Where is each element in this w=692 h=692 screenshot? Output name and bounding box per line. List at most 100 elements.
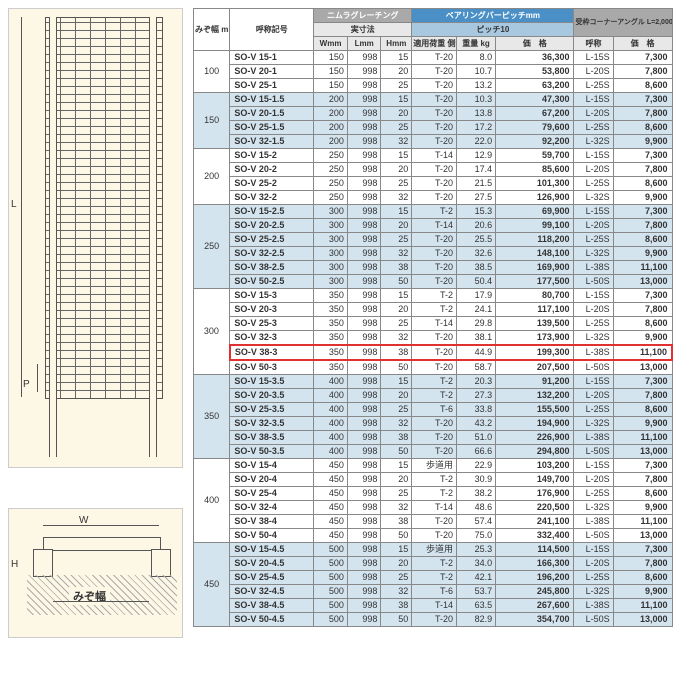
cell-kg: 17.2 [456,121,495,135]
cell-price: 117,100 [496,303,574,317]
cell-l: 998 [347,445,381,459]
cell-l: 998 [347,107,381,121]
cell-model: SO-V 20-1 [230,65,314,79]
spec-table: みぞ幅 mm 呼称記号 ニムラグレーチング ベアリングバーピッチmm 受枠コーナ… [193,8,673,627]
cell-l: 998 [347,403,381,417]
cell-load: T-14 [412,317,457,331]
cell-w: 350 [314,289,348,303]
cell-w: 350 [314,360,348,375]
cell-price: 92,200 [496,135,574,149]
cell-cprice: 9,900 [613,247,672,261]
cell-h: 38 [381,431,412,445]
cell-cprice: 7,800 [613,219,672,233]
cell-l: 998 [347,163,381,177]
cell-code: L-20S [574,557,613,571]
cell-w: 200 [314,93,348,107]
cell-h: 20 [381,107,412,121]
cell-cprice: 8,600 [613,317,672,331]
cell-load: T-20 [412,360,457,375]
cell-w: 350 [314,317,348,331]
cell-price: 99,100 [496,219,574,233]
cell-load: T-20 [412,417,457,431]
cell-cprice: 7,300 [613,459,672,473]
cell-w: 450 [314,501,348,515]
cell-load: 歩道用 [412,459,457,473]
cell-cprice: 8,600 [613,177,672,191]
cell-load: T-20 [412,191,457,205]
cell-l: 998 [347,459,381,473]
cell-w: 200 [314,121,348,135]
cell-code: L-38S [574,515,613,529]
cell-price: 332,400 [496,529,574,543]
cell-price: 118,200 [496,233,574,247]
cell-code: L-20S [574,163,613,177]
spec-table-wrap: みぞ幅 mm 呼称記号 ニムラグレーチング ベアリングバーピッチmm 受枠コーナ… [193,8,673,638]
cell-kg: 29.8 [456,317,495,331]
cell-price: 166,300 [496,557,574,571]
cell-load: T-6 [412,403,457,417]
table-row: SO-V 32-1.520099832T-2022.092,200L-32S9,… [194,135,673,149]
cell-model: SO-V 20-1.5 [230,107,314,121]
cell-price: 63,200 [496,79,574,93]
table-row: SO-V 50-3.540099850T-2066.6294,800L-50S1… [194,445,673,459]
cell-h: 50 [381,445,412,459]
cell-code: L-25S [574,317,613,331]
cell-price: 53,800 [496,65,574,79]
table-row: 250SO-V 15-2.530099815T-215.369,900L-15S… [194,205,673,219]
cell-l: 998 [347,303,381,317]
table-row: SO-V 32-335099832T-2038.1173,900L-32S9,9… [194,331,673,346]
cell-load: T-20 [412,79,457,93]
cell-cprice: 13,000 [613,360,672,375]
cell-code: L-38S [574,431,613,445]
cell-load: T-20 [412,65,457,79]
cell-code: L-32S [574,331,613,346]
cell-kg: 21.5 [456,177,495,191]
cell-model: SO-V 25-4.5 [230,571,314,585]
cell-cprice: 9,900 [613,135,672,149]
cell-model: SO-V 32-4 [230,501,314,515]
cell-model: SO-V 32-3.5 [230,417,314,431]
table-row: SO-V 38-3.540099838T-2051.0226,900L-38S1… [194,431,673,445]
cell-h: 38 [381,599,412,613]
cell-l: 998 [347,431,381,445]
cell-code: L-32S [574,135,613,149]
table-row: SO-V 32-2.530099832T-2032.6148,100L-32S9… [194,247,673,261]
cell-w: 200 [314,135,348,149]
cell-load: T-20 [412,445,457,459]
grating-pattern [45,17,163,399]
cell-kg: 13.8 [456,107,495,121]
hdr-model: 呼称記号 [230,9,314,51]
cell-model: SO-V 38-4.5 [230,599,314,613]
cell-cprice: 7,300 [613,205,672,219]
cell-price: 132,200 [496,389,574,403]
cell-w: 150 [314,51,348,65]
hdr-l: Lmm [347,37,381,51]
cell-load: T-20 [412,515,457,529]
cell-load: T-2 [412,289,457,303]
cell-mizo: 200 [194,149,230,205]
cell-price: 241,100 [496,515,574,529]
table-row: SO-V 50-2.530099850T-2050.4177,500L-50S1… [194,275,673,289]
cell-mizo: 350 [194,375,230,459]
cell-model: SO-V 20-2.5 [230,219,314,233]
cell-w: 450 [314,529,348,543]
cell-h: 50 [381,613,412,627]
cell-model: SO-V 20-3 [230,303,314,317]
table-row: 450SO-V 15-4.550099815歩道用25.3114,500L-15… [194,543,673,557]
cell-load: T-20 [412,121,457,135]
cell-price: 91,200 [496,375,574,389]
cell-l: 998 [347,275,381,289]
cell-code: L-15S [574,543,613,557]
cell-w: 300 [314,205,348,219]
cell-l: 998 [347,51,381,65]
table-row: SO-V 50-335099850T-2058.7207,500L-50S13,… [194,360,673,375]
cell-kg: 17.4 [456,163,495,177]
cell-w: 350 [314,303,348,317]
cell-price: 126,900 [496,191,574,205]
cell-code: L-25S [574,403,613,417]
cell-h: 38 [381,261,412,275]
cell-h: 50 [381,275,412,289]
cell-code: L-20S [574,473,613,487]
cell-model: SO-V 32-3 [230,331,314,346]
cell-model: SO-V 25-2 [230,177,314,191]
